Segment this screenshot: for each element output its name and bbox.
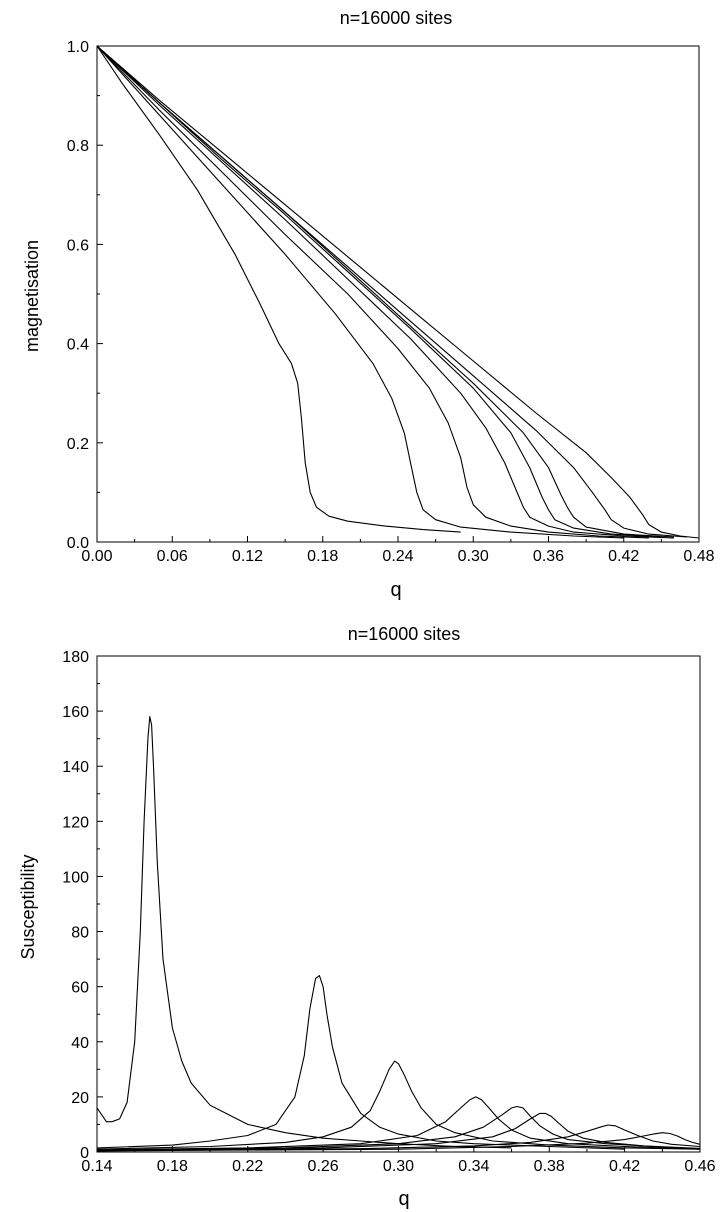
magnetisation-curves [96,45,700,539]
magnetisation-chart-title: n=16000 sites [340,8,453,28]
magnetisation-x-tick-label: 0.24 [382,548,413,565]
magnetisation-x-tick-label: 0.18 [307,548,338,565]
susceptibility-x-axis-label: q [398,1188,409,1210]
susceptibility-axes-ticks: 0.14 0.18 0.22 0.26 0.30 0.34 0.38 0.42 0.46 0 20 4… [62,649,715,1175]
magnetisation-curve-6 [96,45,674,538]
magnetisation-x-tick-label: 0.06 [157,548,188,565]
susceptibility-x-tick-label: 0.14 [81,1158,112,1175]
magnetisation-plot-frame [96,45,700,543]
susceptibility-y-tick-label: 60 [71,980,89,997]
magnetisation-x-axis-label: q [390,579,401,601]
susceptibility-x-tick-label: 0.26 [308,1158,339,1175]
susceptibility-x-tick-label: 0.34 [458,1158,489,1175]
susceptibility-y-tick-label: 40 [71,1035,89,1052]
magnetisation-curve-1 [96,45,461,533]
magnetisation-y-tick-label: 1.0 [67,39,89,56]
magnetisation-y-tick-label: 0.6 [67,237,89,254]
susceptibility-curve-7 [96,1124,701,1152]
susceptibility-x-tick-label: 0.30 [383,1158,414,1175]
magnetisation-curve-3 [96,45,649,539]
susceptibility-y-tick-label: 20 [71,1090,89,1107]
susceptibility-curve-4 [96,1096,701,1151]
susceptibility-y-tick-label: 140 [62,759,89,776]
susceptibility-curve-3 [96,1060,701,1150]
susceptibility-y-tick-label: 160 [62,704,89,721]
magnetisation-curve-5 [96,45,662,538]
susceptibility-curve-1 [96,716,512,1149]
susceptibility-x-tick-label: 0.38 [534,1158,565,1175]
magnetisation-x-tick-label: 0.12 [232,548,263,565]
magnetisation-y-tick-label: 0.4 [67,337,89,354]
susceptibility-y-axis-label: Susceptibility [18,854,38,959]
susceptibility-y-tick-label: 100 [62,869,89,886]
susceptibility-x-tick-label: 0.22 [232,1158,263,1175]
susceptibility-chart: n=16000 sites Susceptibility q 0.14 0.18 0… [18,624,716,1210]
susceptibility-curve-6 [96,1112,701,1151]
susceptibility-x-tick-label: 0.42 [609,1158,640,1175]
magnetisation-y-tick-label: 0.8 [67,138,89,155]
magnetisation-x-tick-label: 0.00 [81,548,112,565]
magnetisation-x-tick-label: 0.48 [683,548,714,565]
magnetisation-axes-ticks: 0.00 0.06 0.12 0.18 0.24 0.30 0.36 0.42 0.48 0.0 0… [67,39,715,565]
magnetisation-y-tick-label: 0.2 [67,436,89,453]
magnetisation-chart: n=16000 sites magnetisation q 0.00 0.06 0.… [22,8,715,601]
susceptibility-y-tick-label: 0 [80,1145,89,1162]
susceptibility-y-tick-label: 120 [62,814,89,831]
magnetisation-curve-2 [96,45,624,539]
susceptibility-curve-2 [96,975,625,1150]
magnetisation-x-tick-label: 0.42 [608,548,639,565]
magnetisation-curve-4 [96,45,674,539]
magnetisation-curve-8 [96,45,700,539]
susceptibility-y-tick-label: 80 [71,925,89,942]
susceptibility-x-tick-label: 0.18 [157,1158,188,1175]
susceptibility-chart-title: n=16000 sites [348,624,461,644]
susceptibility-curve-8 [96,1132,701,1152]
magnetisation-x-tick-label: 0.36 [533,548,564,565]
susceptibility-plot-frame [96,655,701,1153]
susceptibility-curve-5 [96,1105,701,1151]
magnetisation-x-tick-label: 0.30 [458,548,489,565]
susceptibility-y-tick-label: 180 [62,649,89,666]
susceptibility-x-tick-label: 0.46 [684,1158,715,1175]
susceptibility-curves [96,716,701,1152]
magnetisation-y-tick-label: 0.0 [67,535,89,552]
magnetisation-curve-7 [96,45,687,538]
magnetisation-y-axis-label: magnetisation [22,240,42,352]
